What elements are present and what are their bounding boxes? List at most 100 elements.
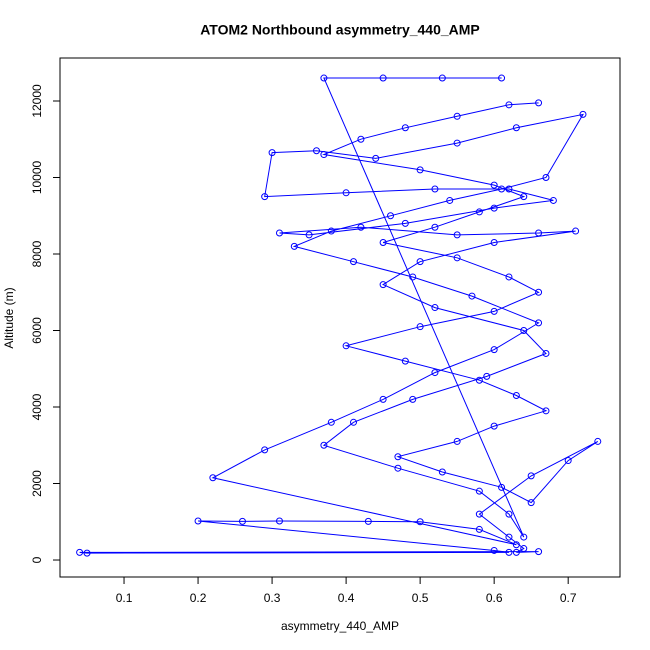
data-point — [350, 418, 358, 426]
data-point — [475, 510, 483, 518]
data-point — [431, 223, 439, 231]
data-point — [505, 510, 513, 518]
data-point — [520, 327, 528, 335]
data-point — [498, 185, 506, 193]
y-tick-label: 0 — [30, 556, 44, 563]
data-point — [594, 437, 602, 445]
x-axis-label: asymmetry_440_AMP — [281, 619, 399, 633]
data-point — [453, 139, 461, 147]
data-point — [490, 307, 498, 315]
data-point — [505, 101, 513, 109]
data-point — [438, 74, 446, 82]
data-point — [379, 239, 387, 247]
data-line — [79, 77, 599, 554]
data-point — [564, 457, 572, 465]
data-point — [520, 193, 528, 201]
data-point — [238, 517, 246, 525]
data-point — [327, 227, 335, 235]
data-point — [535, 288, 543, 296]
data-point — [401, 219, 409, 227]
data-point — [275, 517, 283, 525]
data-point — [527, 499, 535, 507]
data-point — [535, 99, 543, 107]
data-point — [312, 147, 320, 155]
data-point — [535, 229, 543, 237]
data-point — [409, 395, 417, 403]
data-point — [261, 446, 269, 454]
data-point — [505, 548, 513, 556]
data-point — [261, 193, 269, 201]
data-point — [542, 349, 550, 357]
data-point — [209, 474, 217, 482]
data-point — [416, 323, 424, 331]
x-tick-label: 0.2 — [190, 591, 207, 605]
data-point — [512, 392, 520, 400]
data-point — [490, 204, 498, 212]
data-point — [83, 549, 91, 557]
data-point — [416, 518, 424, 526]
data-point — [379, 395, 387, 403]
data-point — [320, 74, 328, 82]
data-point — [409, 273, 417, 281]
data-point — [475, 525, 483, 533]
data-point — [549, 196, 557, 204]
data-point — [268, 149, 276, 157]
data-point — [357, 223, 365, 231]
x-tick-label: 0.3 — [264, 591, 281, 605]
y-tick-label: 6000 — [30, 317, 44, 344]
data-point — [453, 437, 461, 445]
data-point — [512, 541, 520, 549]
data-point — [490, 346, 498, 354]
data-point — [416, 258, 424, 266]
data-point — [431, 185, 439, 193]
data-point — [379, 74, 387, 82]
data-point — [446, 196, 454, 204]
data-point — [401, 357, 409, 365]
data-point — [379, 281, 387, 289]
data-point — [490, 181, 498, 189]
x-tick-label: 0.6 — [486, 591, 503, 605]
data-point — [401, 124, 409, 132]
x-tick-label: 0.1 — [116, 591, 133, 605]
y-axis-label: Altitude (m) — [2, 287, 16, 348]
data-point — [542, 407, 550, 415]
data-point — [475, 208, 483, 216]
data-point — [475, 376, 483, 384]
data-point — [320, 441, 328, 449]
plot-frame — [59, 57, 621, 578]
data-point — [505, 533, 513, 541]
data-point — [394, 453, 402, 461]
data-point — [483, 372, 491, 380]
data-point — [290, 242, 298, 250]
data-point — [535, 319, 543, 327]
data-point — [342, 342, 350, 350]
y-tick-label: 8000 — [30, 240, 44, 267]
chart-title: ATOM2 Northbound asymmetry_440_AMP — [200, 22, 480, 38]
data-point — [350, 258, 358, 266]
data-point — [416, 166, 424, 174]
data-point — [387, 212, 395, 220]
data-point — [527, 472, 535, 480]
data-point — [579, 110, 587, 118]
data-point — [453, 254, 461, 262]
data-point — [275, 229, 283, 237]
data-point — [438, 468, 446, 476]
y-tick-label: 2000 — [30, 470, 44, 497]
data-point — [475, 487, 483, 495]
data-point — [542, 173, 550, 181]
data-point — [498, 483, 506, 491]
data-point — [364, 517, 372, 525]
x-tick-label: 0.5 — [412, 591, 429, 605]
data-point — [357, 135, 365, 143]
data-point — [453, 112, 461, 120]
data-point — [394, 464, 402, 472]
data-point — [342, 189, 350, 197]
data-point — [431, 304, 439, 312]
data-point — [320, 151, 328, 159]
data-point — [505, 273, 513, 281]
data-point — [505, 185, 513, 193]
data-point — [372, 154, 380, 162]
data-point — [490, 239, 498, 247]
